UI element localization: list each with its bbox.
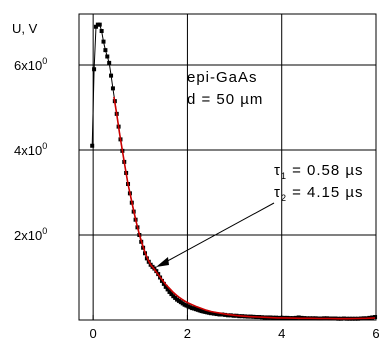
tau1-value: = 0.58 µs xyxy=(287,162,364,179)
data-point xyxy=(217,312,222,317)
data-point xyxy=(109,73,114,78)
tau1-label: τ1 = 0.58 µs xyxy=(274,162,364,181)
x-tick-label: 2 xyxy=(184,326,191,341)
arrow-head xyxy=(156,257,169,267)
y-tick-label: 2x100 xyxy=(14,226,47,243)
annotation-sample: epi-GaAs d = 50 µm xyxy=(187,69,263,108)
data-point xyxy=(225,313,230,318)
x-tick-label: 4 xyxy=(278,326,285,341)
data-point xyxy=(165,287,170,292)
data-point xyxy=(93,24,98,29)
data-point xyxy=(220,312,225,317)
y-axis-label: U, V xyxy=(12,21,38,36)
data-point xyxy=(92,67,97,72)
data-point xyxy=(209,311,213,316)
data-point xyxy=(99,29,104,33)
data-point xyxy=(107,60,112,65)
thickness-label: d = 50 µm xyxy=(187,91,263,108)
data-point xyxy=(103,48,108,53)
y-tick-label: 6x100 xyxy=(14,56,47,73)
data-point xyxy=(101,39,106,44)
tau1-symbol: τ xyxy=(274,162,281,179)
tau2-subscript: 2 xyxy=(281,193,287,203)
data-point xyxy=(110,86,115,91)
data-series xyxy=(90,22,378,321)
annotation-arrow xyxy=(156,202,275,267)
x-tick-label: 6 xyxy=(372,326,379,341)
tau2-label: τ2 = 4.15 µs xyxy=(274,184,364,203)
data-point xyxy=(373,315,378,320)
tau2-symbol: τ xyxy=(274,184,281,201)
data-point xyxy=(90,143,95,148)
tau1-subscript: 1 xyxy=(281,171,287,181)
data-point xyxy=(296,315,301,320)
axis-ticks: 0 2 4 6 2x100 4x100 6x100 xyxy=(14,56,380,341)
x-tick-label: 0 xyxy=(90,326,97,341)
sample-label: epi-GaAs xyxy=(187,69,258,86)
arrow-line xyxy=(161,202,275,265)
data-point xyxy=(161,281,166,286)
data-point xyxy=(169,292,174,297)
data-point xyxy=(167,289,172,294)
annotation-tau: τ1 = 0.58 µs τ2 = 4.15 µs xyxy=(274,162,364,203)
data-point xyxy=(97,22,102,27)
data-point xyxy=(163,284,168,289)
tau2-value: = 4.15 µs xyxy=(287,184,364,201)
y-tick-label: 4x100 xyxy=(14,141,47,158)
data-point xyxy=(211,311,216,316)
data-point xyxy=(105,54,110,59)
data-point xyxy=(214,312,219,317)
series-line-1 xyxy=(113,96,376,320)
plot-frame xyxy=(78,13,377,321)
